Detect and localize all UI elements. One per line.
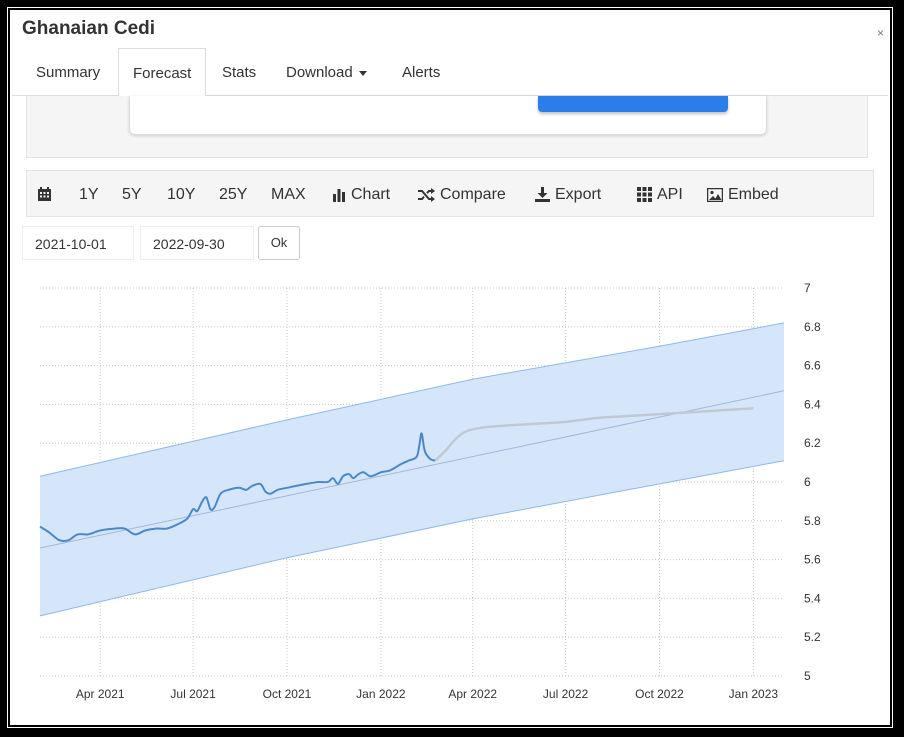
tab-label: Summary [36,64,101,81]
x-tick-label: Apr 2021 [76,687,125,701]
page-title: Ghanaian Cedi [22,18,156,39]
embed-button[interactable]: Embed [707,171,779,216]
range-1y-button[interactable]: 1Y [79,186,99,203]
chart-button[interactable]: Chart [332,171,390,216]
band-upper-line [39,322,785,477]
shuffle-icon [418,187,435,202]
trend-line [39,390,785,549]
x-tick-label: Jan 2022 [356,687,406,701]
end-date-input[interactable]: 2022-09-30 [140,226,254,260]
y-tick-label: 5 [804,669,811,683]
export-button[interactable]: Export [535,171,601,216]
x-tick-label: Oct 2021 [263,687,312,701]
tab-forecast[interactable]: Forecast [118,48,207,97]
y-tick-label: 7 [804,281,811,295]
x-tick-label: Apr 2022 [448,687,497,701]
page-container: Ghanaian Cedi × Summary Forecast Stats D… [10,10,890,725]
chart-button-label: Chart [351,186,391,203]
y-tick-label: 6.6 [804,359,821,373]
x-tick-label: Jul 2022 [543,687,589,701]
range-25y-button[interactable]: 25Y [219,186,248,203]
x-tick-label: Jul 2021 [170,687,216,701]
forecast-chart: 5 5.2 5.4 5.6 5.8 6 6.2 6.4 6.6 6.8 7 Apr 2021 Jul 2… [39,281,821,701]
forecast-card [129,96,767,135]
grid-icon [637,187,652,203]
range-10y-button[interactable]: 10Y [167,186,196,203]
tab-stats[interactable]: Stats [208,48,270,96]
compare-button[interactable]: Compare [417,171,506,216]
api-button[interactable]: API [637,171,683,216]
range-5y-button[interactable]: 5Y [122,186,142,203]
y-tick-label: 5.6 [804,553,821,567]
download-icon [535,187,550,203]
tab-download[interactable]: Download [272,48,381,96]
y-tick-label: 5.8 [804,514,821,528]
tab-alerts[interactable]: Alerts [388,48,454,96]
embed-button-label: Embed [728,186,779,203]
chart-toolbar: 1Y 5Y 10Y 25Y MAX Chart Compare Export A… [26,170,874,217]
band-lower-line [39,460,785,617]
x-tick-label: Jan 2023 [729,687,779,701]
start-date-input[interactable]: 2021-10-01 [22,226,134,260]
y-tick-label: 6.8 [804,320,821,334]
calendar-icon[interactable] [37,171,57,216]
forecast-series-line [434,407,754,462]
close-icon[interactable]: × [876,26,884,40]
ok-button[interactable]: Ok [258,226,300,260]
image-icon [707,187,723,202]
tab-label: Forecast [133,65,192,82]
export-button-label: Export [555,186,602,203]
api-button-label: API [657,186,683,203]
y-tick-label: 6.2 [804,436,821,450]
y-tick-label: 6 [804,475,811,489]
forecast-panel [26,96,868,158]
tab-label: Alerts [402,64,441,81]
tab-label: Stats [222,64,257,81]
tab-label: Download [286,64,353,81]
accent-button[interactable] [538,96,728,112]
y-tick-label: 5.2 [804,630,821,644]
y-tick-label: 6.4 [804,397,821,411]
chevron-down-icon [358,70,367,76]
historical-series-line [39,432,436,543]
compare-button-label: Compare [440,186,506,203]
bar-chart-icon [333,188,345,202]
x-tick-label: Oct 2022 [635,687,684,701]
range-max-button[interactable]: MAX [271,186,306,203]
y-tick-label: 5.4 [804,591,821,605]
tab-bar: Summary Forecast Stats Download Alerts [12,48,888,97]
tab-summary[interactable]: Summary [22,48,114,96]
